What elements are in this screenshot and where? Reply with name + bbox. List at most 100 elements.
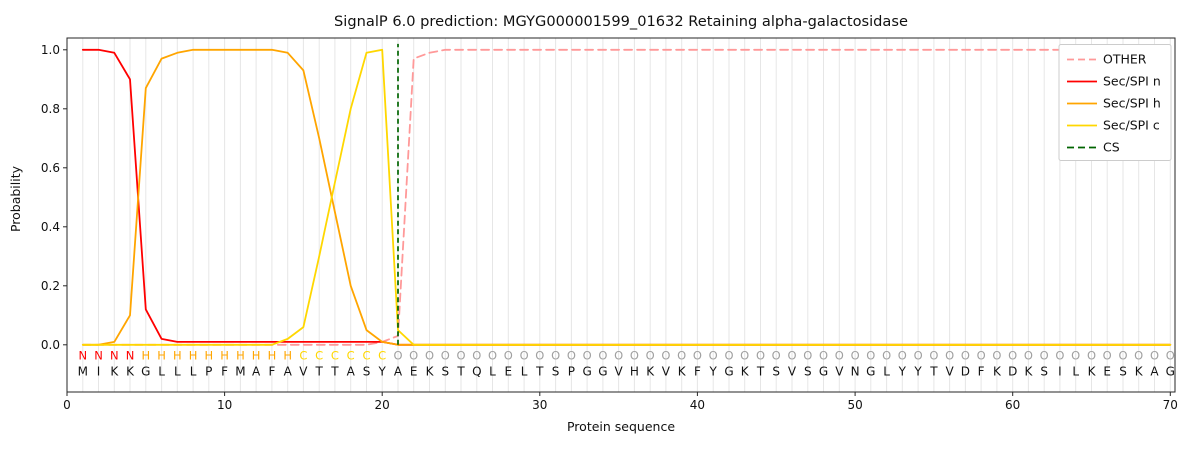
residue-class-letter: C: [362, 349, 370, 363]
residue-class-letter: O: [567, 349, 576, 363]
residue-class-letter: O: [472, 349, 481, 363]
residue-letter: M: [78, 365, 88, 379]
residue-letter: K: [110, 365, 119, 379]
residue-letter: A: [252, 365, 261, 379]
residue-class-letter: O: [866, 349, 875, 363]
residue-class-letter: O: [1040, 349, 1049, 363]
series-lines: [81, 48, 1172, 346]
residue-letter: G: [819, 365, 828, 379]
residue-class-letter: O: [661, 349, 670, 363]
residue-class-letter: O: [677, 349, 686, 363]
residue-letter: G: [866, 365, 875, 379]
legend-item-sec-spi-h: Sec/SPI h: [1067, 96, 1161, 111]
residue-class-letter: O: [945, 349, 954, 363]
residue-class-letter: H: [236, 349, 245, 363]
residue-letter: G: [1166, 365, 1175, 379]
x-tick-label: 40: [690, 398, 705, 412]
x-tick-label: 70: [1163, 398, 1178, 412]
series-line-sec-spi-n: [81, 48, 1172, 346]
residue-letter: F: [221, 365, 228, 379]
x-tick-label: 10: [217, 398, 232, 412]
residue-class-letter: H: [268, 349, 277, 363]
residue-letter: S: [1119, 365, 1127, 379]
residue-letter: S: [1040, 365, 1048, 379]
residue-letter: L: [521, 365, 528, 379]
residue-class-letter: O: [614, 349, 623, 363]
residue-letter: G: [582, 365, 591, 379]
y-tick-label: 1.0: [41, 43, 60, 57]
residue-letter: S: [363, 365, 371, 379]
residue-letter: D: [1008, 365, 1017, 379]
residue-letter: E: [410, 365, 418, 379]
residue-class-letter: H: [204, 349, 213, 363]
residue-class-letter: C: [378, 349, 386, 363]
residue-letter: D: [961, 365, 970, 379]
residue-letter: S: [772, 365, 780, 379]
legend-box: [1058, 44, 1172, 161]
x-tick-label: 60: [1005, 398, 1020, 412]
residue-letter: L: [158, 365, 165, 379]
residue-class-letter: O: [693, 349, 702, 363]
residue-class-letter: O: [1087, 349, 1096, 363]
residue-letter: P: [568, 365, 575, 379]
residue-class-letter: O: [756, 349, 765, 363]
residue-class-letter: O: [803, 349, 812, 363]
residue-letter: K: [646, 365, 655, 379]
residue-letter: T: [535, 365, 544, 379]
residue-class-letter: C: [299, 349, 307, 363]
residue-class-letter: O: [772, 349, 781, 363]
residue-letter: P: [205, 365, 212, 379]
residue-letter: A: [1150, 365, 1159, 379]
residue-letter: T: [456, 365, 465, 379]
series-line-sec-spi-h: [81, 48, 1172, 346]
legend-label: CS: [1103, 140, 1120, 155]
residue-letter: Y: [898, 365, 907, 379]
residue-class-letter: O: [425, 349, 434, 363]
residue-class-letter: O: [551, 349, 560, 363]
residue-class-letter: O: [583, 349, 592, 363]
residue-class-letter: H: [252, 349, 261, 363]
x-axis-ticks: 0 10 20 30 40 50 60 70: [63, 392, 1178, 412]
residue-class-letter: O: [1008, 349, 1017, 363]
y-tick-label: 0.6: [41, 161, 60, 175]
residue-class-letter: O: [1024, 349, 1033, 363]
residue-class-letter: O: [929, 349, 938, 363]
residue-letter: T: [315, 365, 324, 379]
residue-letter: A: [284, 365, 293, 379]
residue-letter: K: [1135, 365, 1144, 379]
residue-letter: I: [97, 365, 101, 379]
chart-title: SignalP 6.0 prediction: MGYG000001599_01…: [334, 13, 908, 30]
residue-letter: G: [724, 365, 733, 379]
residue-class-letter: H: [220, 349, 229, 363]
residue-letter: N: [851, 365, 860, 379]
residue-class-letter: O: [709, 349, 718, 363]
residue-letter: V: [788, 365, 797, 379]
residue-class-letter: C: [331, 349, 339, 363]
residue-letter: Q: [472, 365, 481, 379]
residue-letter: G: [141, 365, 150, 379]
residue-class-letter: O: [787, 349, 796, 363]
legend: OTHER Sec/SPI n Sec/SPI h Sec/SPI c CS: [1058, 44, 1172, 161]
residue-letter: K: [993, 365, 1002, 379]
residue-letter: Y: [913, 365, 922, 379]
residue-class-letter: O: [961, 349, 970, 363]
y-tick-label: 0.8: [41, 102, 60, 116]
residue-class-letter: O: [646, 349, 655, 363]
x-tick-label: 20: [375, 398, 390, 412]
residue-letter: V: [614, 365, 623, 379]
residue-class-letter: C: [347, 349, 355, 363]
residue-letter: L: [174, 365, 181, 379]
series-line-other: [81, 48, 1172, 346]
residue-letter: S: [804, 365, 812, 379]
legend-label: Sec/SPI h: [1103, 96, 1161, 111]
residue-class-letter: O: [898, 349, 907, 363]
residue-letter: E: [505, 365, 513, 379]
legend-item-cs: CS: [1067, 140, 1120, 155]
residue-class-letter: O: [598, 349, 607, 363]
residue-letter: T: [929, 365, 938, 379]
residue-class-letter: O: [1071, 349, 1080, 363]
x-axis-label: Protein sequence: [566, 419, 676, 434]
legend-item-sec-spi-n: Sec/SPI n: [1067, 74, 1161, 89]
